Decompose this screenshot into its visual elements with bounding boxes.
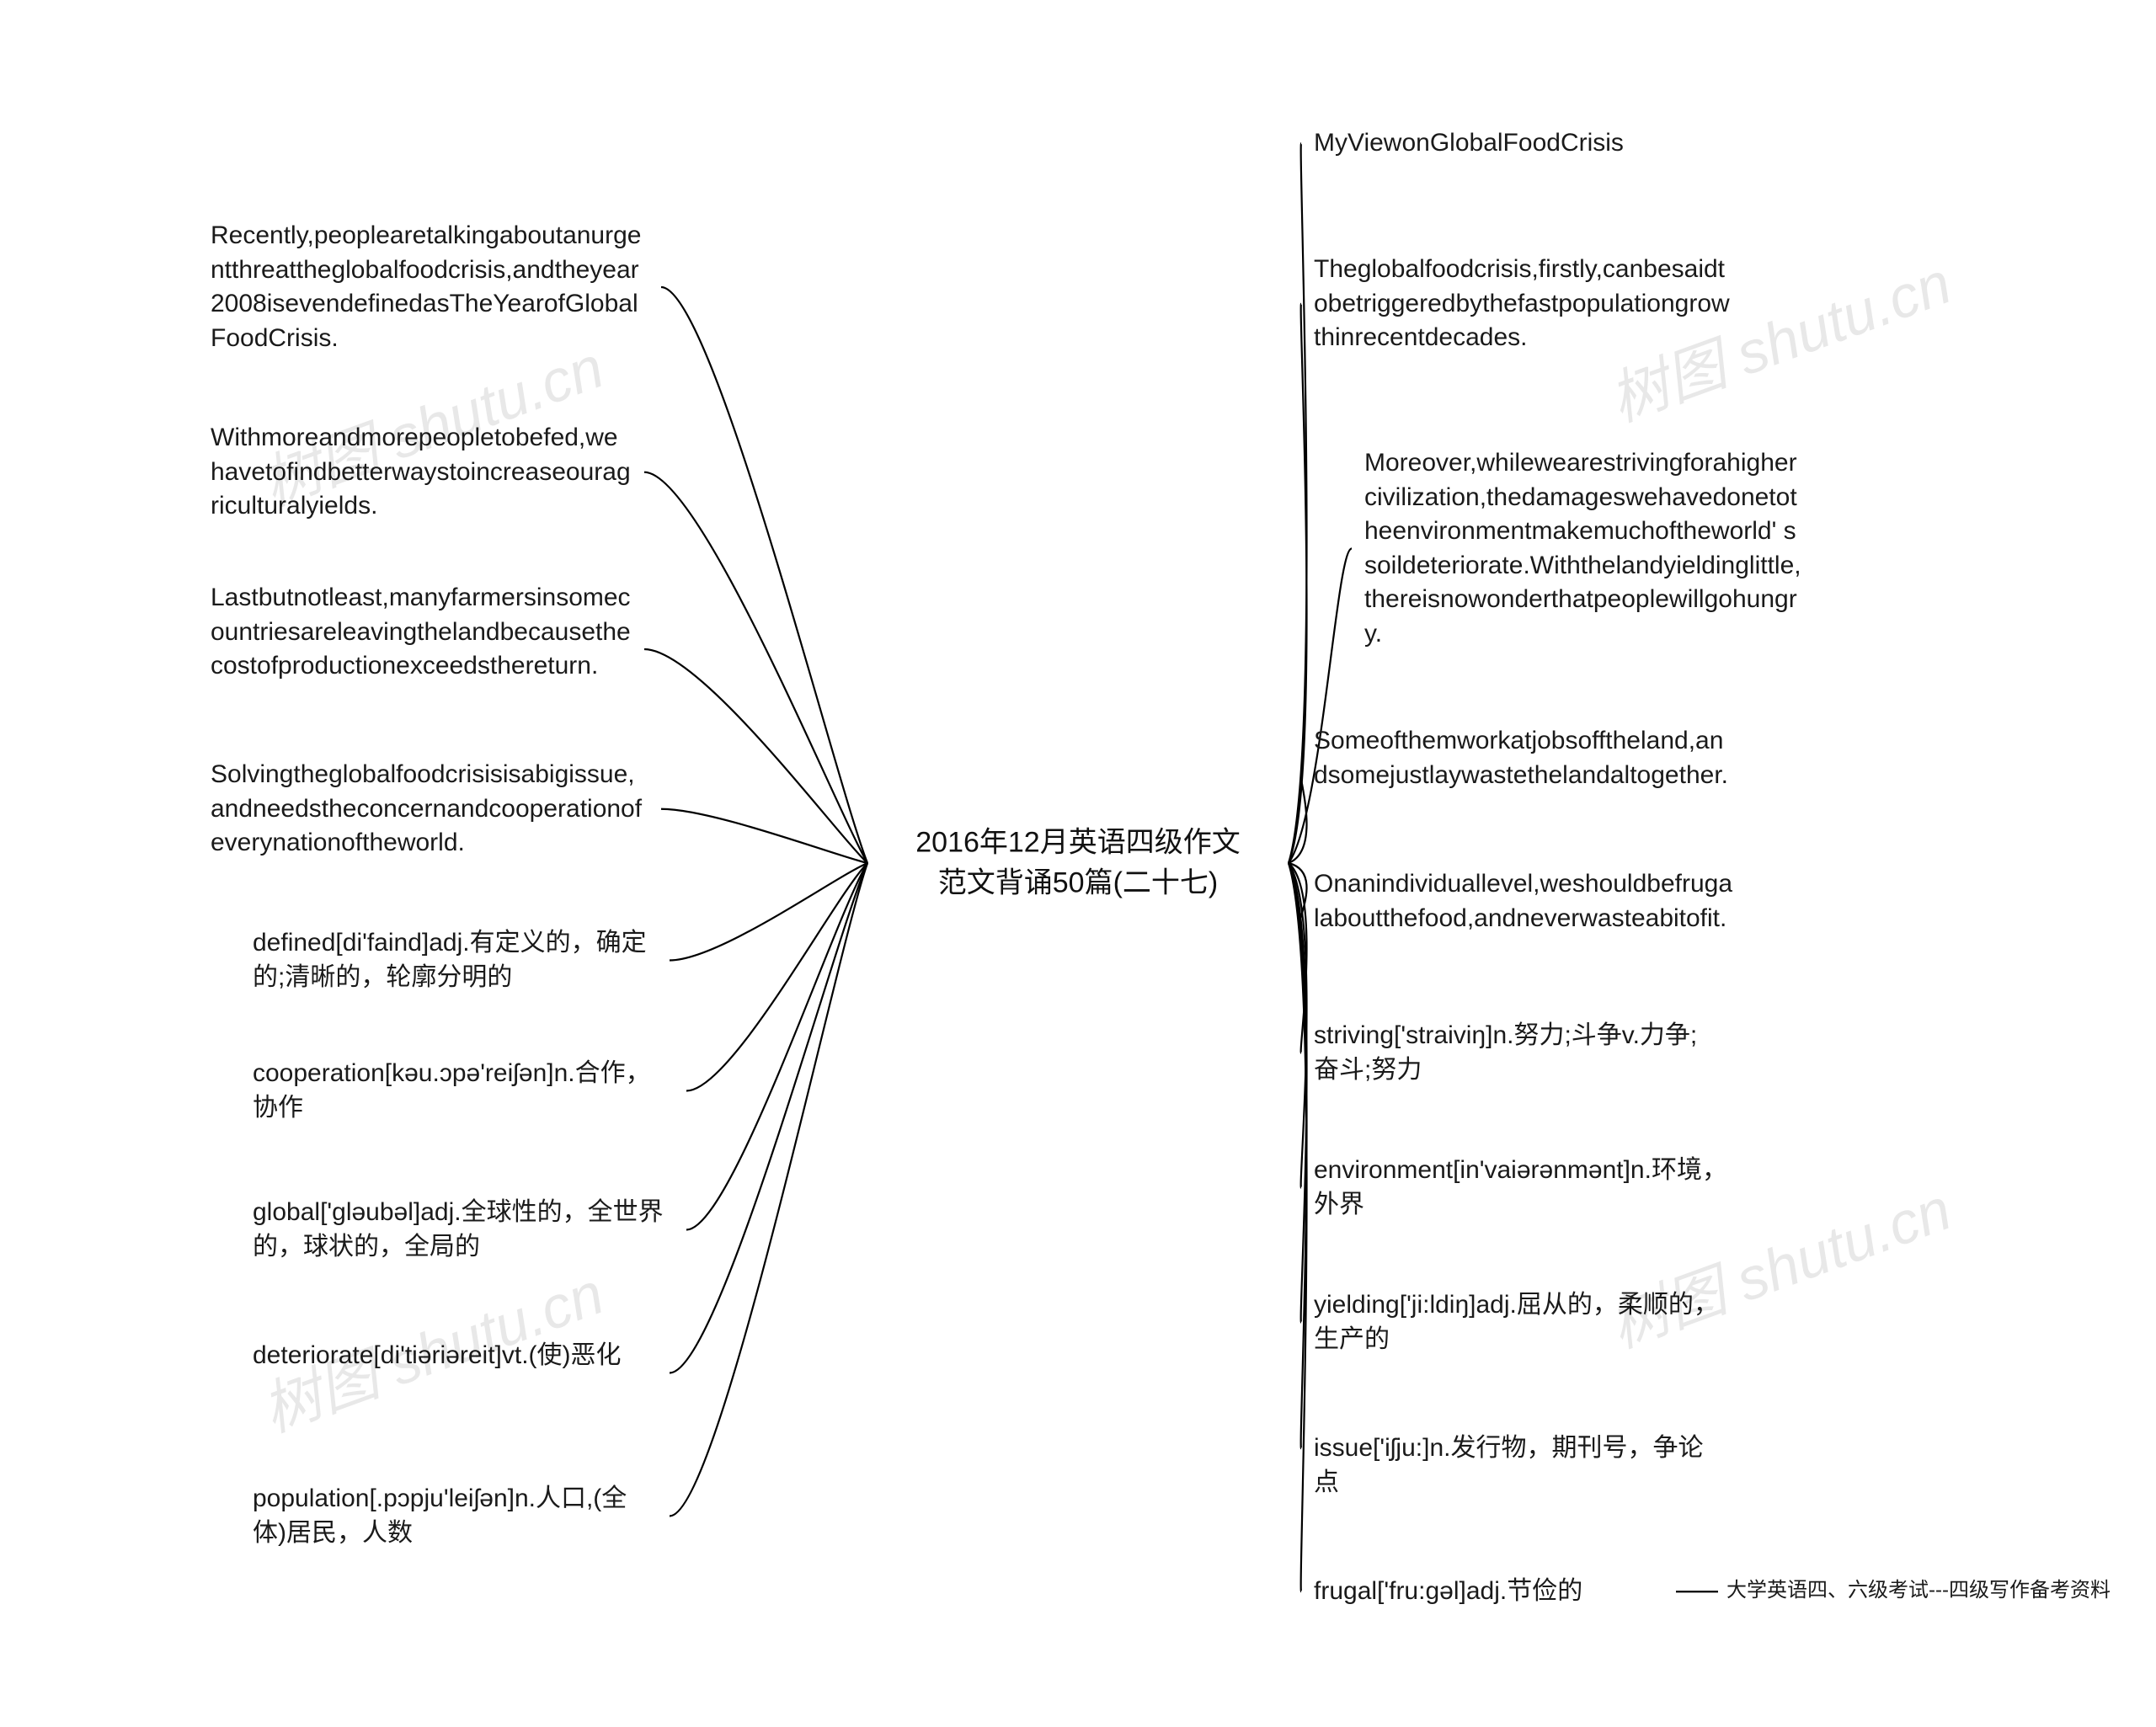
leaf-text: cooperation[kəu.ɔpə'reiʃən]n.合作，协作 — [253, 1059, 651, 1122]
leaf-text: frugal['fru:gəl]adj.节俭的 — [1314, 1577, 1582, 1605]
leaf-text: global['gləubəl]adj.全球性的，全世界的，球状的，全局的 — [253, 1198, 664, 1261]
connector-line — [661, 287, 867, 863]
leaf-text: Lastbutnotleast,manyfarmersinsomecountri… — [211, 584, 631, 680]
leaf-text: Theglobalfoodcrisis,firstly,canbesaidtob… — [1314, 255, 1730, 351]
connector-line — [686, 863, 867, 1091]
leaf-text: environment[in'vaiərənmənt]n.环境，外界 — [1314, 1156, 1727, 1218]
leaf-L8: deteriorate[di'tiəriəreit]vt.(使)恶化 — [253, 1339, 657, 1373]
leaf-R9: issue['iʃju:]n.发行物，期刊号，争论点 — [1314, 1431, 1718, 1500]
center-node: 2016年12月英语四级作文 范文背诵50篇(二十七) — [884, 823, 1272, 903]
leaf-text: deteriorate[di'tiəriəreit]vt.(使)恶化 — [253, 1341, 622, 1369]
leaf-text: striving['straiviŋ]n.努力;斗争v.力争;奋斗;努力 — [1314, 1021, 1697, 1084]
connector-line — [686, 863, 867, 1230]
leaf-R5: Onanindividuallevel,weshouldbefrugalabou… — [1314, 867, 1735, 935]
leaf-L4: Solvingtheglobalfoodcrisisisabigissue,an… — [211, 758, 648, 861]
leaf-text: yielding['ji:ldiŋ]adj.屈从的，柔顺的，生产的 — [1314, 1291, 1719, 1353]
leaf-text: defined[di'faind]adj.有定义的，确定的;清晰的，轮廓分明的 — [253, 929, 647, 991]
connector-line — [670, 863, 867, 1373]
leaf-L2: Withmoreandmorepeopletobefed,wehavetofin… — [211, 421, 632, 524]
leaf-text: Moreover,whilewearestrivingforahigherciv… — [1364, 449, 1801, 648]
leaf-L5: defined[di'faind]adj.有定义的，确定的;清晰的，轮廓分明的 — [253, 926, 657, 994]
leaf-text: issue['iʃju:]n.发行物，期刊号，争论点 — [1314, 1434, 1703, 1496]
center-line-2: 范文背诵50篇(二十七) — [884, 863, 1272, 903]
leaf-text: Withmoreandmorepeopletobefed,wehavetofin… — [211, 424, 631, 520]
leaf-R6: striving['straiviŋ]n.努力;斗争v.力争;奋斗;努力 — [1314, 1019, 1718, 1087]
leaf-text: Someofthemworkatjobsofftheland,andsomeju… — [1314, 727, 1728, 789]
leaf-L1: Recently,peoplearetalkingaboutanurgentth… — [211, 219, 648, 355]
leaf-R1: MyViewonGlobalFoodCrisis — [1314, 126, 1718, 161]
leaf-L9: population[.pɔpju'leiʃən]n.人口,(全体)居民，人数 — [253, 1482, 657, 1550]
sub-leaf-text: 大学英语四、六级考试---四级写作备考资料 — [1726, 1579, 2111, 1602]
connector-line — [644, 472, 867, 863]
leaf-R7: environment[in'vaiərənmənt]n.环境，外界 — [1314, 1154, 1735, 1222]
mindmap-canvas: 2016年12月英语四级作文 范文背诵50篇(二十七) Recently,peo… — [0, 0, 2156, 1727]
leaf-R8: yielding['ji:ldiŋ]adj.屈从的，柔顺的，生产的 — [1314, 1288, 1735, 1357]
connector-line — [670, 863, 867, 1516]
leaf-text: Solvingtheglobalfoodcrisisisabigissue,an… — [211, 760, 642, 856]
leaf-R2: Theglobalfoodcrisis,firstly,canbesaidtob… — [1314, 253, 1735, 355]
connector-line — [1289, 304, 1307, 863]
leaf-text: Onanindividuallevel,weshouldbefrugalabou… — [1314, 870, 1732, 932]
sub-leaf: 大学英语四、六级考试---四级写作备考资料 — [1726, 1577, 2111, 1603]
leaf-R10: frugal['fru:gəl]adj.节俭的 — [1314, 1575, 1668, 1609]
leaf-text: MyViewonGlobalFoodCrisis — [1314, 129, 1624, 157]
leaf-text: population[.pɔpju'leiʃən]n.人口,(全体)居民，人数 — [253, 1484, 627, 1547]
connector-line — [661, 809, 867, 863]
leaf-R3: Moreover,whilewearestrivingforahigherciv… — [1364, 446, 1802, 651]
leaf-L7: global['gləubəl]adj.全球性的，全世界的，球状的，全局的 — [253, 1196, 674, 1264]
leaf-L3: Lastbutnotleast,manyfarmersinsomecountri… — [211, 581, 632, 684]
leaf-L6: cooperation[kəu.ɔpə'reiʃən]n.合作，协作 — [253, 1057, 674, 1125]
leaf-R4: Someofthemworkatjobsofftheland,andsomeju… — [1314, 724, 1735, 792]
leaf-text: Recently,peoplearetalkingaboutanurgentth… — [211, 221, 641, 352]
center-line-1: 2016年12月英语四级作文 — [884, 823, 1272, 863]
